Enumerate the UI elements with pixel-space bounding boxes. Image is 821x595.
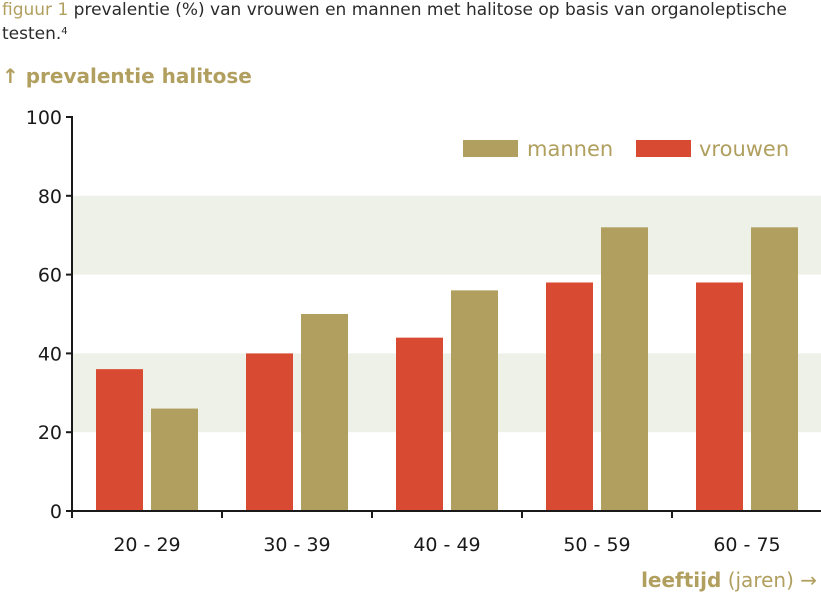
figure-label: figuur 1	[2, 0, 69, 20]
legend: mannen vrouwen	[463, 137, 789, 161]
legend-swatch-vrouwen	[636, 140, 691, 157]
x-axis-title: leeftijd (jaren) →	[641, 568, 817, 592]
y-tick-label: 60	[38, 265, 62, 287]
footnote-marker: 4	[61, 26, 68, 37]
grid-band	[72, 195, 821, 275]
bar-mannen-3	[451, 290, 498, 511]
bar-mannen-1	[151, 408, 198, 511]
bar-vrouwen-2	[246, 353, 293, 511]
y-tick-label: 100	[26, 107, 62, 129]
bar-vrouwen-3	[396, 337, 443, 511]
x-axis-title-unit: (jaren) →	[721, 568, 817, 592]
bars	[96, 227, 798, 511]
x-tick-label: 50 - 59	[563, 534, 630, 556]
y-axis-title: ↑ prevalentie halitose	[2, 64, 252, 88]
caption-text: prevalentie (%) van vrouwen en mannen me…	[2, 0, 787, 44]
x-axis-title-main: leeftijd	[641, 568, 722, 592]
figure-caption: figuur 1 prevalentie (%) van vrouwen en …	[2, 0, 812, 45]
y-tick-label: 0	[50, 501, 62, 523]
bar-vrouwen-1	[96, 369, 143, 511]
legend-label-mannen: mannen	[527, 137, 613, 161]
x-tick-label: 60 - 75	[713, 534, 780, 556]
bar-vrouwen-5	[696, 282, 743, 511]
bar-vrouwen-4	[546, 282, 593, 511]
y-tick-label: 40	[38, 343, 62, 365]
bar-mannen-2	[301, 314, 348, 511]
y-tick-label: 80	[38, 186, 62, 208]
legend-label-vrouwen: vrouwen	[699, 137, 789, 161]
x-tick-label: 20 - 29	[113, 534, 180, 556]
legend-swatch-mannen	[463, 140, 518, 157]
bar-mannen-5	[751, 227, 798, 511]
bar-mannen-4	[601, 227, 648, 511]
x-tick-label: 40 - 49	[413, 534, 480, 556]
y-tick-label: 20	[38, 422, 62, 444]
axes: 0 20 40 60 80 100 20 - 29 30 - 39 40 - 49 50 - 59…	[26, 107, 821, 556]
x-tick-label: 30 - 39	[263, 534, 330, 556]
